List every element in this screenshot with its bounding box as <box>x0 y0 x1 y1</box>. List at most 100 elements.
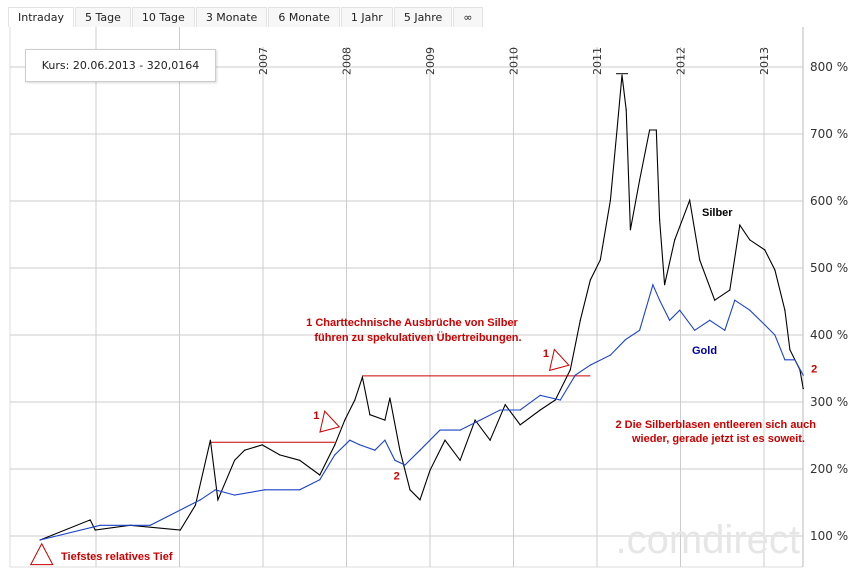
data-point-gold <box>659 299 661 301</box>
data-point-gold <box>419 449 421 451</box>
data-point-silber <box>655 129 657 131</box>
tab-7[interactable]: ∞ <box>453 7 483 27</box>
annotation-label-2: 2 <box>394 471 400 483</box>
data-point-silber <box>399 449 401 451</box>
data-point-gold <box>264 489 266 491</box>
tab-5[interactable]: 1 Jahr <box>340 7 393 27</box>
data-point-gold <box>784 359 786 361</box>
tab-6[interactable]: 5 Jahre <box>393 7 453 27</box>
data-point-silber <box>589 279 591 281</box>
data-point-gold <box>794 359 796 361</box>
tab-4[interactable]: 6 Monate <box>268 7 340 27</box>
data-point-silber <box>699 259 701 261</box>
y-tick-label: 500 % <box>810 261 848 275</box>
annotation-breakout-text: führen zu spekulativen Übertreibungen. <box>314 331 521 344</box>
triangle-label: 1 <box>543 348 549 360</box>
data-point-silber <box>802 388 804 390</box>
annotation-triangle <box>29 542 54 566</box>
data-point-silber <box>361 376 363 378</box>
data-point-silber <box>389 397 391 399</box>
data-point-silber <box>689 199 691 201</box>
x-tick-label: 2010 <box>508 47 521 75</box>
series-line-silber <box>39 74 804 541</box>
data-point-silber <box>569 369 571 371</box>
data-point-gold <box>39 539 41 541</box>
y-tick-label: 100 % <box>810 529 848 543</box>
data-point-gold <box>359 444 361 446</box>
data-point-gold <box>539 394 541 396</box>
data-point-gold <box>609 354 611 356</box>
data-point-gold <box>299 489 301 491</box>
data-point-silber <box>625 109 627 111</box>
tab-2[interactable]: 10 Tage <box>131 7 195 27</box>
y-tick-label: 700 % <box>810 127 848 141</box>
tab-3[interactable]: 3 Monate <box>195 7 268 27</box>
y-tick-label: 800 % <box>810 60 848 74</box>
data-point-silber <box>344 419 346 421</box>
data-point-gold <box>559 399 561 401</box>
data-point-silber <box>354 399 356 401</box>
data-point-gold <box>669 319 671 321</box>
data-point-silber <box>739 224 741 226</box>
data-point-silber <box>409 489 411 491</box>
data-point-silber <box>459 459 461 461</box>
price-tooltip: Kurs: 20.06.2013 - 320,0164 <box>25 49 216 82</box>
data-point-silber <box>319 474 321 476</box>
data-point-gold <box>638 329 641 331</box>
data-point-gold <box>624 339 626 341</box>
data-point-gold <box>499 409 501 411</box>
data-point-gold <box>439 429 441 431</box>
tab-0[interactable]: Intraday <box>8 7 75 27</box>
data-point-silber <box>729 289 731 291</box>
y-tick-label: 600 % <box>810 194 848 208</box>
data-point-silber <box>474 419 476 421</box>
data-point-gold <box>334 454 336 456</box>
data-point-silber <box>279 454 281 456</box>
data-point-silber <box>94 529 96 531</box>
data-point-silber <box>489 439 491 441</box>
data-point-gold <box>149 524 151 526</box>
data-point-gold <box>394 459 396 461</box>
data-point-gold <box>519 409 521 411</box>
data-point-silber <box>539 409 541 411</box>
annotation-low-text: Tiefstes relatives Tief <box>61 551 173 563</box>
data-point-gold <box>589 364 591 366</box>
data-point-gold <box>349 439 351 441</box>
data-point-gold <box>319 479 321 481</box>
data-point-silber <box>749 239 751 241</box>
data-point-gold <box>374 449 376 451</box>
data-point-gold <box>652 284 654 286</box>
tab-1[interactable]: 5 Tage <box>75 7 131 27</box>
data-point-silber <box>659 219 661 221</box>
data-point-gold <box>764 324 766 326</box>
data-point-gold <box>214 489 217 491</box>
x-tick-label: 2012 <box>675 47 688 75</box>
data-point-gold <box>574 374 576 376</box>
data-point-silber <box>334 444 336 446</box>
data-point-silber <box>789 349 791 351</box>
annotation-triangle <box>319 410 341 433</box>
x-tick-label: 2008 <box>341 47 354 75</box>
data-point-silber <box>764 249 766 251</box>
data-point-silber <box>217 499 219 501</box>
x-tick-label: 2013 <box>758 47 771 75</box>
data-point-silber <box>519 424 521 426</box>
data-point-gold <box>709 319 711 321</box>
data-point-silber <box>621 74 623 76</box>
data-point-silber <box>261 444 263 446</box>
data-point-silber <box>579 319 581 321</box>
data-point-silber <box>638 179 641 181</box>
x-tick-label: 2011 <box>591 47 604 75</box>
y-tick-label: 400 % <box>810 328 848 342</box>
data-point-gold <box>404 464 406 466</box>
annotation-label-2: 2 <box>811 364 817 376</box>
data-point-silber <box>714 299 716 301</box>
annotation-bubble-text: 2 Die Silberblasen entleeren sich auch <box>615 419 816 431</box>
data-point-silber <box>179 529 181 531</box>
annotation-breakout-text: 1 Charttechnische Ausbrüche von Silber <box>306 317 518 329</box>
data-point-gold <box>694 329 696 331</box>
data-point-silber <box>194 504 196 506</box>
data-point-gold <box>734 299 736 301</box>
data-point-silber <box>299 459 301 461</box>
